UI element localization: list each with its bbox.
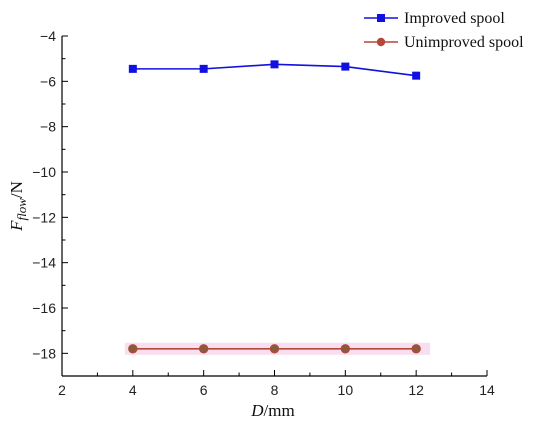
legend-label: Improved spool (404, 10, 505, 27)
y-axis-title-sub: flow (14, 198, 29, 221)
data-point (340, 344, 351, 354)
y-tick-label: −10 (32, 164, 56, 180)
x-tick-label: 10 (338, 382, 354, 398)
x-axis-title-unit: /mm (264, 401, 295, 420)
y-tick-label: −12 (32, 209, 56, 225)
series-2 (128, 344, 421, 354)
y-axis-title-main: F (7, 220, 26, 232)
legend: Improved spool Unimproved spool (364, 10, 524, 51)
x-tick-label: 14 (479, 382, 495, 398)
x-tick-label: 12 (408, 382, 424, 398)
x-tick-label: 8 (271, 382, 279, 398)
y-axis-title: Fflow/N (7, 181, 29, 232)
x-axis-title: D/mm (250, 401, 294, 420)
data-point (128, 344, 138, 354)
y-axis-title-unit: /N (7, 181, 26, 198)
x-tick-label: 4 (129, 382, 137, 398)
data-point (411, 344, 421, 354)
series-1 (128, 60, 421, 80)
y-tick-label: −16 (32, 300, 56, 316)
legend-item: Improved spool (364, 10, 505, 27)
data-point (412, 71, 421, 80)
legend-item: Unimproved spool (364, 34, 524, 51)
legend-marker (376, 37, 386, 47)
data-point (128, 64, 137, 73)
y-tick-label: −14 (32, 255, 56, 271)
legend-label: Unimproved spool (404, 34, 524, 51)
data-point (270, 60, 279, 69)
y-tick-label: −6 (40, 73, 56, 89)
data-point (269, 344, 280, 354)
data-point (341, 62, 350, 71)
y-tick-label: −8 (40, 119, 56, 135)
axes: 2 4 6 8 10 12 14 −4 −6 −8 −10 −12 −14 −16 −18 (32, 28, 495, 398)
legend-marker (377, 14, 385, 22)
x-tick-label: 6 (200, 382, 208, 398)
y-tick-label: −18 (32, 345, 56, 361)
data-point (198, 344, 209, 354)
x-axis-title-main: D (250, 401, 264, 420)
x-tick-label: 2 (58, 382, 66, 398)
data-point (199, 64, 208, 73)
y-tick-label: −4 (40, 28, 56, 44)
series-layer (128, 60, 421, 354)
